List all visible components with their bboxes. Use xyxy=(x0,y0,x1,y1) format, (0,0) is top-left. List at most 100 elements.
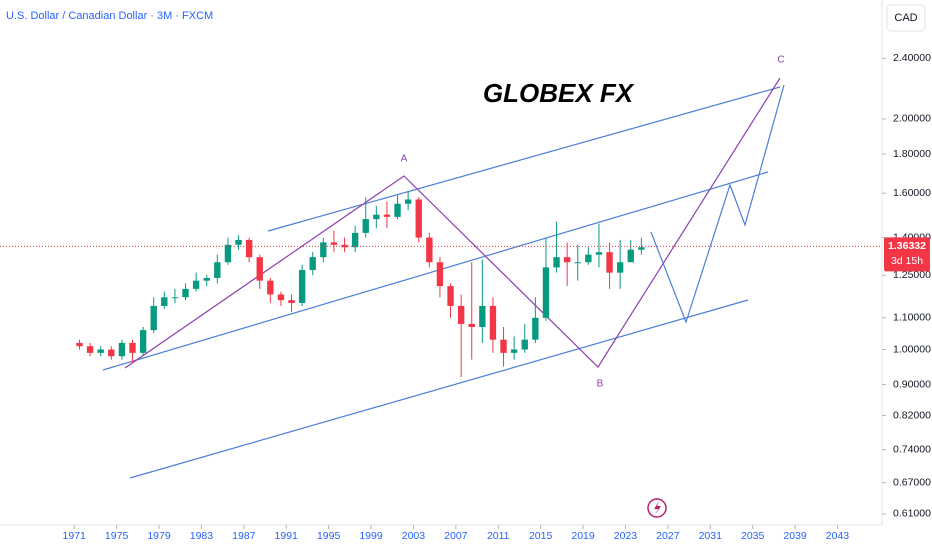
candle-body xyxy=(606,252,613,273)
x-tick-label: 1983 xyxy=(190,530,214,542)
candle-body xyxy=(267,280,274,295)
candle-body xyxy=(298,270,306,304)
candle-body xyxy=(277,294,285,301)
candle xyxy=(627,239,634,263)
candle xyxy=(76,339,83,350)
candle xyxy=(203,275,210,287)
chart-title: U.S. Dollar / Canadian Dollar · 3M · FXC… xyxy=(6,10,213,22)
candle xyxy=(86,342,94,357)
candle-body xyxy=(351,232,359,248)
projection-path xyxy=(650,84,785,324)
candle-body xyxy=(76,342,83,347)
candle xyxy=(383,201,391,229)
candle xyxy=(394,195,401,220)
currency-button[interactable] xyxy=(886,4,926,32)
candle xyxy=(542,237,550,321)
candle xyxy=(553,221,560,273)
candle xyxy=(574,244,581,281)
x-tick-label: 1979 xyxy=(147,530,171,542)
candle xyxy=(245,237,253,263)
candle-body xyxy=(309,257,316,271)
candle xyxy=(479,259,486,343)
candle-body xyxy=(394,203,401,217)
channel-line xyxy=(267,86,781,232)
candle xyxy=(595,223,603,268)
currency-label[interactable]: CAD xyxy=(894,12,917,24)
x-tick-label: 2003 xyxy=(402,530,426,542)
x-tick-label: 1971 xyxy=(63,530,87,542)
candle-body xyxy=(532,317,539,340)
y-tick-label: 0.82000 xyxy=(893,409,931,421)
wave-label: C xyxy=(777,55,784,66)
y-tick-label: 1.80000 xyxy=(893,148,931,160)
candle-body xyxy=(553,257,560,268)
x-tick-label: 2023 xyxy=(614,530,638,542)
alert-circle[interactable] xyxy=(647,498,667,518)
x-tick-label: 2027 xyxy=(656,530,680,542)
countdown-label: 3d 15h xyxy=(891,255,923,267)
candle xyxy=(256,254,263,289)
y-tick-label: 1.60000 xyxy=(893,187,931,199)
alert-bolt[interactable] xyxy=(654,501,661,515)
candle xyxy=(139,327,147,357)
candle-body xyxy=(585,254,592,263)
x-tick-label: 2043 xyxy=(826,530,850,542)
candle-body xyxy=(489,305,497,340)
candle-body xyxy=(616,262,624,273)
candle-body xyxy=(563,257,571,263)
candle xyxy=(606,242,613,289)
candle xyxy=(532,297,539,343)
candle-body xyxy=(235,239,242,245)
candle xyxy=(489,297,497,353)
x-tick-label: 2011 xyxy=(487,530,510,542)
candle-body xyxy=(330,242,338,245)
alert-icon[interactable] xyxy=(647,498,667,518)
candle-body xyxy=(627,249,634,263)
y-tick-label: 2.00000 xyxy=(893,113,931,125)
candle xyxy=(118,339,126,360)
x-tick-label: 2039 xyxy=(783,530,807,542)
candle xyxy=(224,237,232,265)
y-tick-label: 0.90000 xyxy=(893,378,931,390)
candle-body xyxy=(182,288,189,298)
wave-label: B xyxy=(597,379,604,390)
candle xyxy=(192,272,200,292)
candle xyxy=(298,264,306,306)
candle xyxy=(415,197,422,243)
candle-body xyxy=(574,262,581,264)
candle xyxy=(510,336,518,360)
candle-body xyxy=(457,305,465,324)
candle xyxy=(373,205,380,229)
candle xyxy=(161,291,168,309)
x-tick-label: 1987 xyxy=(232,530,256,542)
channel-line xyxy=(129,299,749,479)
x-tick-label: 1991 xyxy=(275,530,299,542)
candle xyxy=(341,237,348,253)
candle-body xyxy=(192,280,200,289)
x-tick-label: 2007 xyxy=(444,530,468,542)
candle-body xyxy=(224,244,232,263)
y-tick-label: 0.74000 xyxy=(893,443,931,455)
candle xyxy=(277,291,285,306)
candle xyxy=(404,191,412,211)
candle-body xyxy=(118,342,126,357)
candle xyxy=(585,247,592,265)
candle xyxy=(150,297,157,334)
candle-body xyxy=(373,214,380,220)
candle-body xyxy=(203,277,210,281)
candle-body xyxy=(426,237,433,263)
candle xyxy=(108,346,115,360)
wave-label: A xyxy=(401,154,408,165)
candle xyxy=(457,294,465,378)
candle xyxy=(351,225,359,253)
x-tick-label: 1999 xyxy=(359,530,383,542)
channel-line xyxy=(102,171,769,371)
candle xyxy=(267,277,274,304)
candle-body xyxy=(510,349,518,353)
watermark: GLOBEX FX xyxy=(483,78,635,108)
y-tick-label: 0.67000 xyxy=(893,476,931,488)
candle xyxy=(182,283,189,301)
candle-body xyxy=(542,267,550,318)
